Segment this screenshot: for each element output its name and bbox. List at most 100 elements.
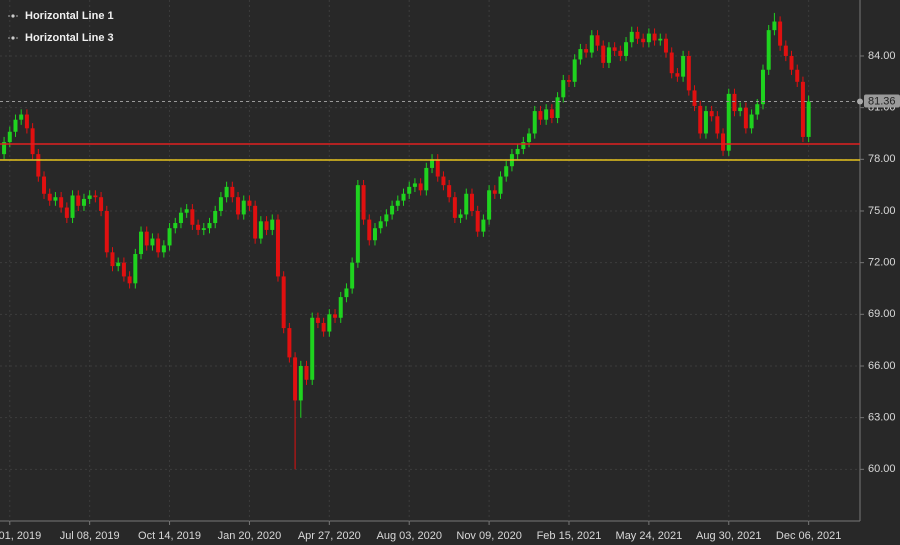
y-tick-label: 75.00 (868, 205, 896, 217)
candle-body (64, 207, 69, 218)
candle-body (13, 119, 18, 132)
candle-body (7, 131, 12, 143)
candle-body (458, 214, 463, 218)
candle-body (589, 35, 594, 53)
candle-body (401, 193, 406, 201)
candle-body (384, 214, 389, 222)
candle-body (53, 197, 58, 201)
y-tick-label: 60.00 (868, 463, 896, 475)
y-tick-label: 69.00 (868, 308, 896, 320)
candle-body (355, 185, 360, 263)
candle-body (36, 154, 41, 177)
x-tick-label: Jan 20, 2020 (218, 530, 282, 542)
candle-body (275, 219, 280, 277)
candle-body (201, 228, 206, 230)
candle-body (555, 97, 560, 118)
candle-body (749, 114, 754, 129)
candle-body (150, 238, 155, 246)
candle-body (224, 186, 229, 198)
candle-body (715, 116, 720, 134)
candle-body (487, 190, 492, 220)
candle-body (293, 357, 298, 401)
last-price-dot (857, 98, 863, 105)
candle-body (606, 47, 611, 63)
candle-body (435, 159, 440, 177)
candle-body (327, 314, 332, 332)
candle-body (207, 223, 212, 229)
candle-body (521, 142, 526, 149)
candle-body (721, 133, 726, 151)
candle-body (30, 128, 35, 155)
candle-body (527, 133, 532, 143)
y-tick-label: 63.00 (868, 412, 896, 424)
candle-body (618, 50, 623, 56)
candle-body (350, 262, 355, 289)
x-tick-label: Apr 27, 2020 (298, 530, 361, 542)
candle-body (663, 38, 668, 53)
y-tick-label: 72.00 (868, 257, 896, 269)
candle-body (532, 111, 537, 134)
candle-body (99, 197, 104, 211)
candle-body (732, 93, 737, 112)
candle-body (133, 254, 138, 284)
x-tick-label: Jul 08, 2019 (60, 530, 120, 542)
candle-body (652, 33, 657, 41)
candle-body (87, 195, 92, 199)
candle-body (481, 219, 486, 232)
candle-body (218, 197, 223, 211)
candle-body (646, 33, 651, 43)
candle-body (584, 49, 589, 53)
candle-body (315, 317, 320, 323)
candle-body (424, 167, 429, 191)
x-tick-label: Feb 15, 2021 (537, 530, 602, 542)
candle-body (800, 81, 805, 137)
candle-body (743, 107, 748, 129)
x-tick-label: Apr 01, 2019 (0, 530, 41, 542)
x-tick-label: Dec 06, 2021 (776, 530, 841, 542)
candle-body (703, 111, 708, 134)
candle-body (247, 200, 252, 206)
candle-body (738, 107, 743, 112)
candle-body (806, 101, 811, 137)
candle-body (675, 73, 680, 77)
candle-body (196, 224, 201, 230)
candle-body (270, 219, 275, 230)
candle-body (778, 21, 783, 46)
x-tick-label: Nov 09, 2020 (456, 530, 521, 542)
candle-body (412, 183, 417, 187)
x-tick-label: May 24, 2021 (616, 530, 683, 542)
candle-body (19, 114, 24, 120)
candle-body (789, 55, 794, 70)
candle-body (544, 109, 549, 120)
candle-body (304, 365, 309, 380)
legend-label: Horizontal Line 3 (25, 32, 114, 44)
x-tick-label: Aug 30, 2021 (696, 530, 761, 542)
candle-body (681, 55, 686, 77)
candle-body (572, 59, 577, 82)
candle-body (669, 52, 674, 74)
legend-icon-dot (11, 14, 15, 18)
y-tick-label: 84.00 (868, 50, 896, 62)
candle-body (344, 288, 349, 298)
candle-body (81, 198, 86, 206)
candle-body (698, 105, 703, 134)
candle-body (338, 297, 343, 318)
candle-body (190, 209, 195, 225)
candle-body (595, 35, 600, 46)
candle-body (287, 328, 292, 358)
candle-body (772, 21, 777, 31)
candle-body (515, 148, 520, 155)
candle-body (161, 245, 166, 253)
candle-body (760, 69, 765, 105)
candle-body (310, 317, 315, 380)
candle-body (504, 166, 509, 177)
candle-body (709, 111, 714, 117)
candle-body (498, 176, 503, 194)
candle-body (378, 221, 383, 229)
candle-body (144, 231, 149, 246)
candle-body (298, 365, 303, 401)
candle-body (110, 252, 115, 267)
candle-body (492, 190, 497, 194)
